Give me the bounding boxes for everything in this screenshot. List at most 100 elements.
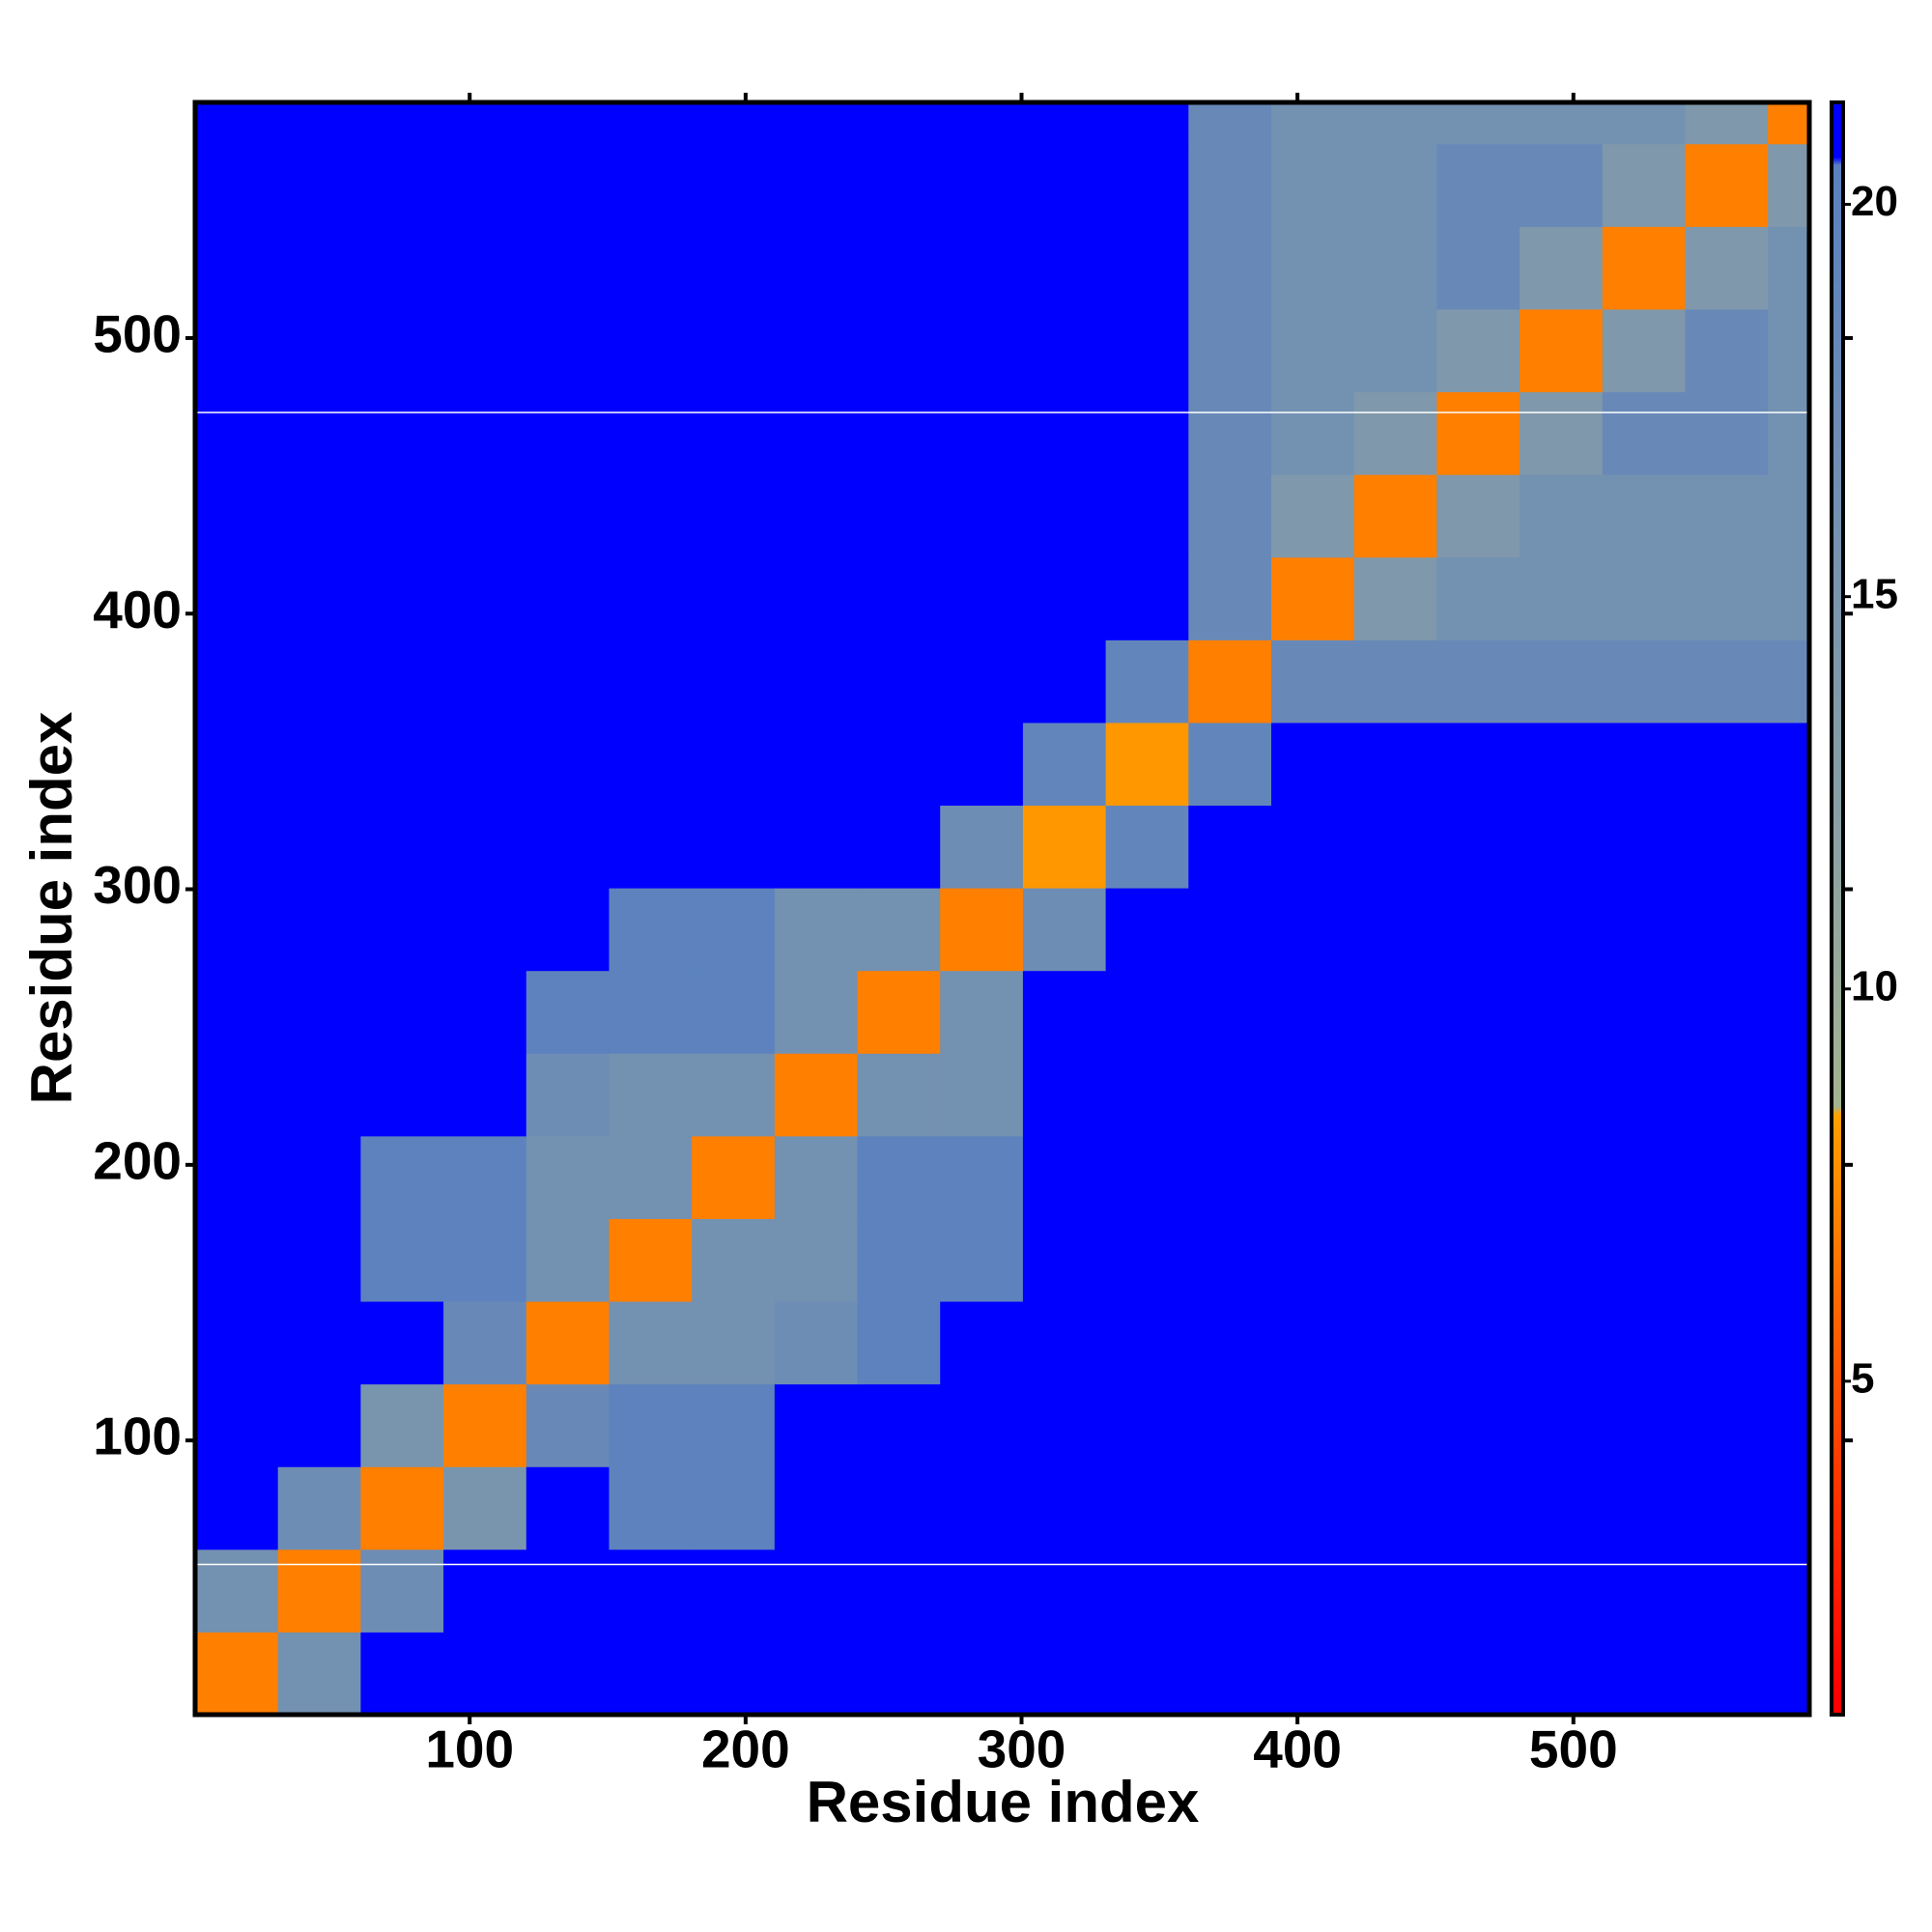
heatmap-cell [609, 805, 693, 889]
heatmap-cell [1685, 391, 1769, 475]
heatmap-cell [443, 722, 527, 807]
heatmap-cell [526, 143, 610, 227]
heatmap-cell [526, 1053, 610, 1137]
heatmap-cell [526, 970, 610, 1054]
heatmap-cell [526, 1135, 610, 1219]
heatmap-cell [277, 970, 361, 1054]
heatmap-cell [360, 805, 444, 889]
heatmap-cell [277, 143, 361, 227]
heatmap-cell [857, 970, 941, 1054]
heatmap-cell [1520, 1053, 1604, 1137]
heatmap-cell [1436, 639, 1520, 724]
heatmap-cell [443, 1383, 527, 1467]
heatmap-cell [360, 1053, 444, 1137]
heatmap-cell [526, 722, 610, 807]
heatmap-cell [1685, 1548, 1769, 1633]
heatmap-cell [1768, 722, 1810, 807]
heatmap-cell [360, 1135, 444, 1219]
heatmap-cell [609, 308, 693, 393]
x-axis-title: Residue index [807, 1770, 1200, 1834]
heatmap-cell [1271, 639, 1355, 724]
heatmap-cell [609, 391, 693, 475]
heatmap-cell [1768, 805, 1810, 889]
heatmap-cell [609, 1632, 693, 1716]
heatmap-cell [1602, 1548, 1686, 1633]
heatmap-cell [277, 805, 361, 889]
heatmap-cell [857, 805, 941, 889]
heatmap-cell [857, 1135, 941, 1219]
heatmap-cell [1022, 1548, 1107, 1633]
heatmap-cell [1685, 1383, 1769, 1467]
heatmap-cell [195, 1135, 279, 1219]
heatmap-cell [857, 1466, 941, 1550]
heatmap-cell [360, 102, 444, 145]
heatmap-cell [857, 888, 941, 972]
heatmap-cell [1353, 143, 1437, 227]
heatmap-cell [609, 226, 693, 310]
heatmap-cell [1768, 391, 1810, 475]
heatmap-cell [195, 970, 279, 1054]
heatmap-cell [526, 1548, 610, 1633]
x-tick-label: 300 [978, 1719, 1066, 1779]
heatmap-cell [1602, 1632, 1686, 1716]
heatmap-cell [277, 1632, 361, 1716]
heatmap-cell [195, 556, 279, 640]
heatmap-cell [774, 1218, 859, 1302]
heatmap-cell [1271, 556, 1355, 640]
heatmap-cell [1271, 805, 1355, 889]
heatmap-cell [940, 308, 1024, 393]
heatmap-cell [857, 474, 941, 558]
heatmap-cell [360, 639, 444, 724]
heatmap-cell [940, 1632, 1024, 1716]
heatmap-cell [940, 1548, 1024, 1633]
heatmap-cell [692, 1632, 776, 1716]
heatmap-cell [940, 1301, 1024, 1385]
heatmap-cell [1022, 1632, 1107, 1716]
heatmap-cell [1188, 1466, 1272, 1550]
heatmap-cell [1188, 1053, 1272, 1137]
heatmap-cell [1353, 1466, 1437, 1550]
heatmap-cell [1188, 391, 1272, 475]
heatmap-cell [195, 1053, 279, 1137]
heatmap-cell [1685, 1218, 1769, 1302]
heatmap-cell [1353, 556, 1437, 640]
heatmap-cell [195, 226, 279, 310]
heatmap-cell [857, 1301, 941, 1385]
heatmap-cell [1520, 722, 1604, 807]
heatmap-cell [857, 556, 941, 640]
heatmap-cell [277, 888, 361, 972]
heatmap-cell [1271, 722, 1355, 807]
heatmap-cell [1022, 888, 1107, 972]
heatmap-cell [526, 1383, 610, 1467]
heatmap-cell [1022, 556, 1107, 640]
heatmap-cell [1520, 1466, 1604, 1550]
heatmap-cell [1105, 102, 1189, 145]
heatmap-cell [1271, 888, 1355, 972]
heatmap-cell [1271, 1053, 1355, 1137]
heatmap-cell [277, 102, 361, 145]
heatmap-cell [609, 639, 693, 724]
heatmap-cell [1188, 143, 1272, 227]
heatmap-cell [609, 1218, 693, 1302]
heatmap-cell [195, 143, 279, 227]
heatmap-cell [1768, 1548, 1810, 1633]
heatmap-cell [443, 1301, 527, 1385]
y-tick-label: 400 [93, 580, 182, 639]
heatmap-cell [443, 308, 527, 393]
heatmap-cell [1271, 226, 1355, 310]
heatmap-cell [609, 888, 693, 972]
heatmap-cell [443, 556, 527, 640]
heatmap-cell [1271, 1301, 1355, 1385]
heatmap-cell [526, 308, 610, 393]
heatmap-cell [1602, 722, 1686, 807]
heatmap-cell [1520, 1218, 1604, 1302]
heatmap-cell [1768, 888, 1810, 972]
heatmap-cell [692, 1053, 776, 1137]
colorbar-tick-label: 10 [1851, 962, 1898, 1009]
heatmap-cell [692, 639, 776, 724]
heatmap-cell [1105, 970, 1189, 1054]
heatmap-cell [1022, 102, 1107, 145]
heatmap-cell [360, 1548, 444, 1633]
heatmap-cell [692, 1135, 776, 1219]
heatmap-cell [360, 722, 444, 807]
